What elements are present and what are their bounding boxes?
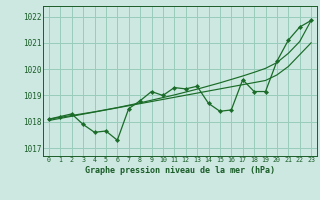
X-axis label: Graphe pression niveau de la mer (hPa): Graphe pression niveau de la mer (hPa) bbox=[85, 166, 275, 175]
